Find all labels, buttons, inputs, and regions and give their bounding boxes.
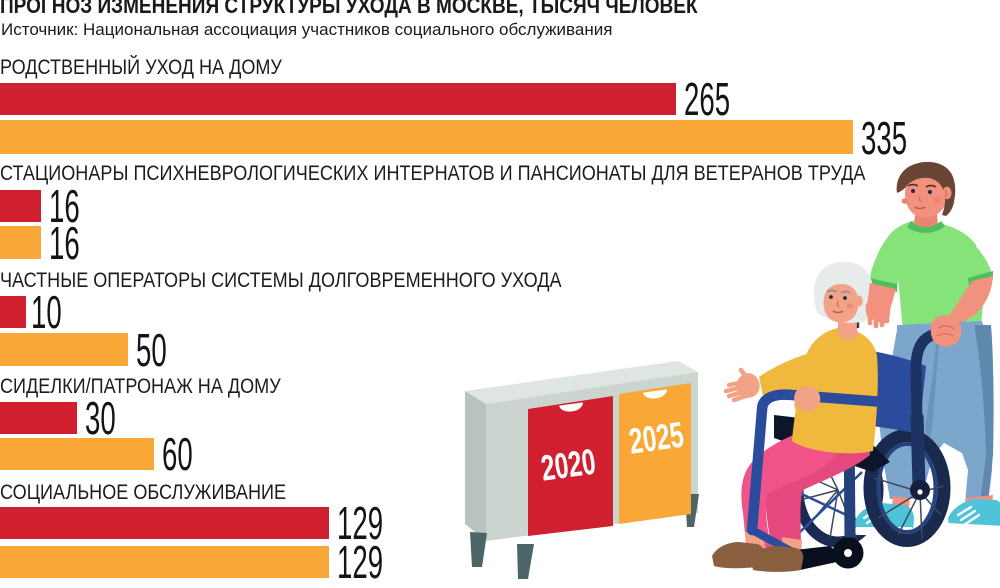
svg-text:2020: 2020 [538, 441, 598, 489]
svg-text:2025: 2025 [626, 414, 686, 462]
